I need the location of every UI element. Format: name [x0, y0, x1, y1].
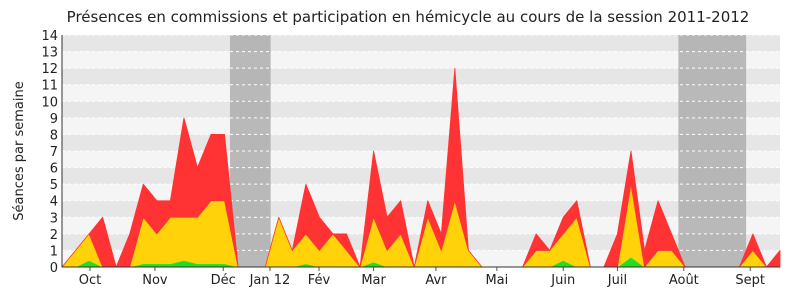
x-tick-label: Jan 12: [249, 273, 291, 288]
stripe: [62, 51, 780, 69]
stripe: [62, 68, 780, 85]
y-tick-label: 1: [50, 244, 58, 259]
stripe: [62, 35, 780, 52]
x-tick-label: Juil: [607, 273, 627, 288]
x-tick-label: Déc: [211, 273, 236, 288]
y-tick-label: 8: [50, 128, 58, 143]
y-tick-label: 6: [50, 162, 58, 177]
chart-title: Présences en commissions et participatio…: [67, 8, 750, 26]
stripe: [62, 84, 780, 102]
y-tick-label: 9: [50, 112, 58, 127]
area: [61, 67, 781, 268]
stripe: [62, 151, 780, 168]
y-tick-label: 2: [50, 228, 58, 243]
y-tick-label: 14: [41, 29, 58, 44]
y-tick-label: 10: [41, 95, 58, 110]
y-tick-label: 11: [41, 79, 58, 94]
x-tick-label: Juin: [550, 273, 575, 288]
x-tick-label: Sept: [735, 273, 765, 288]
x-tick-label: Fév: [308, 273, 331, 288]
y-tick-label: 12: [41, 62, 58, 77]
y-tick-label: 7: [50, 145, 58, 160]
y-tick-label: 5: [50, 178, 58, 193]
x-tick-label: Mai: [485, 273, 508, 288]
stripe: [62, 117, 780, 135]
y-axis-label: Séances par semaine: [12, 81, 27, 220]
stripe: [62, 167, 780, 185]
stripe: [62, 101, 780, 118]
y-tick-label: 4: [50, 195, 58, 210]
y-tick-label: 3: [50, 211, 58, 226]
stripe: [62, 184, 780, 201]
x-tick-label: Août: [669, 273, 699, 288]
x-tick-label: Mar: [361, 273, 386, 288]
x-tick-label: Nov: [142, 273, 168, 288]
y-tick-label: 13: [41, 46, 58, 61]
x-tick-label: Oct: [79, 273, 101, 288]
stripe: [62, 134, 780, 151]
x-tick-label: Avr: [425, 273, 447, 288]
y-tick-label: 0: [50, 261, 58, 276]
